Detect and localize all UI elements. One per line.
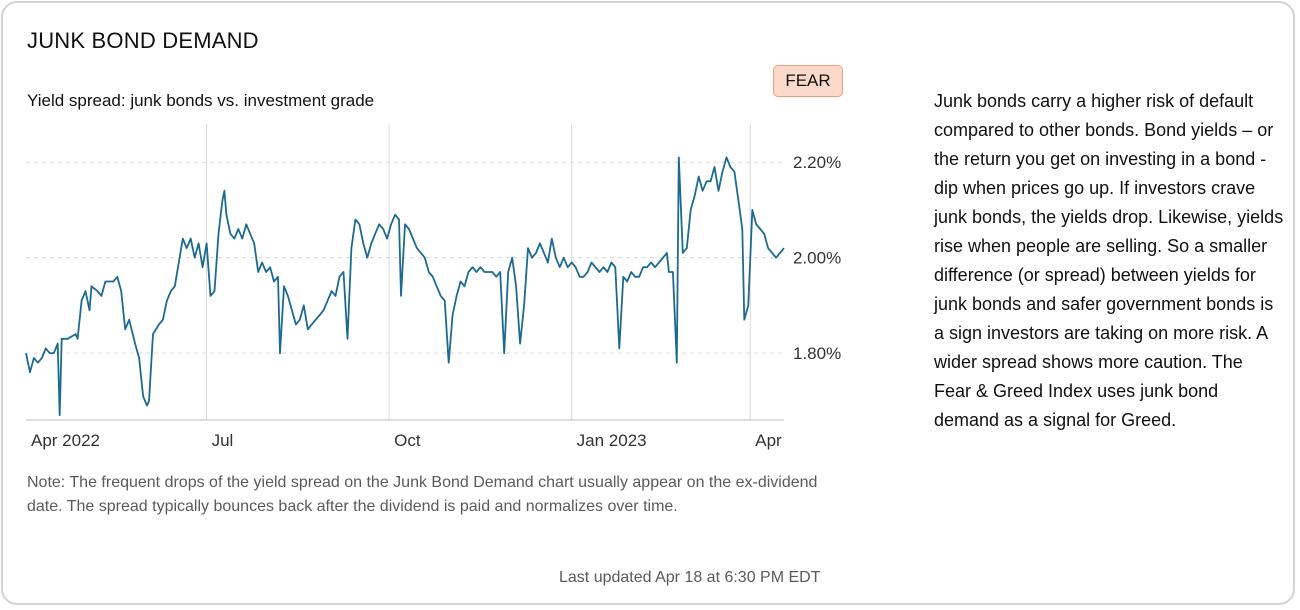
fear-badge: FEAR bbox=[773, 65, 843, 97]
y-tick-label: 2.00% bbox=[793, 249, 841, 268]
x-tick-label: Oct bbox=[394, 431, 421, 450]
last-updated: Last updated Apr 18 at 6:30 PM EDT bbox=[559, 569, 821, 586]
yield-spread-line bbox=[25, 156, 785, 417]
chart-subtitle: Yield spread: junk bonds vs. investment … bbox=[27, 91, 375, 110]
y-tick-label: 2.20% bbox=[793, 153, 841, 172]
chart-note: Note: The frequent drops of the yield sp… bbox=[27, 474, 818, 515]
y-tick-label: 1.80% bbox=[793, 344, 841, 363]
x-tick-label: Apr bbox=[755, 431, 782, 450]
x-tick-label: Apr 2022 bbox=[31, 431, 100, 450]
chart-grid bbox=[26, 124, 784, 420]
x-axis-ticks: Apr 2022 Jul Oct Jan 2023 Apr bbox=[31, 431, 782, 450]
description-text: Junk bonds carry a higher risk of defaul… bbox=[934, 91, 1284, 430]
y-axis-ticks: 1.80% 2.00% 2.20% bbox=[793, 153, 841, 363]
x-tick-label: Jul bbox=[212, 431, 234, 450]
section-title: JUNK BOND DEMAND bbox=[27, 28, 259, 53]
x-tick-label: Jan 2023 bbox=[577, 431, 647, 450]
